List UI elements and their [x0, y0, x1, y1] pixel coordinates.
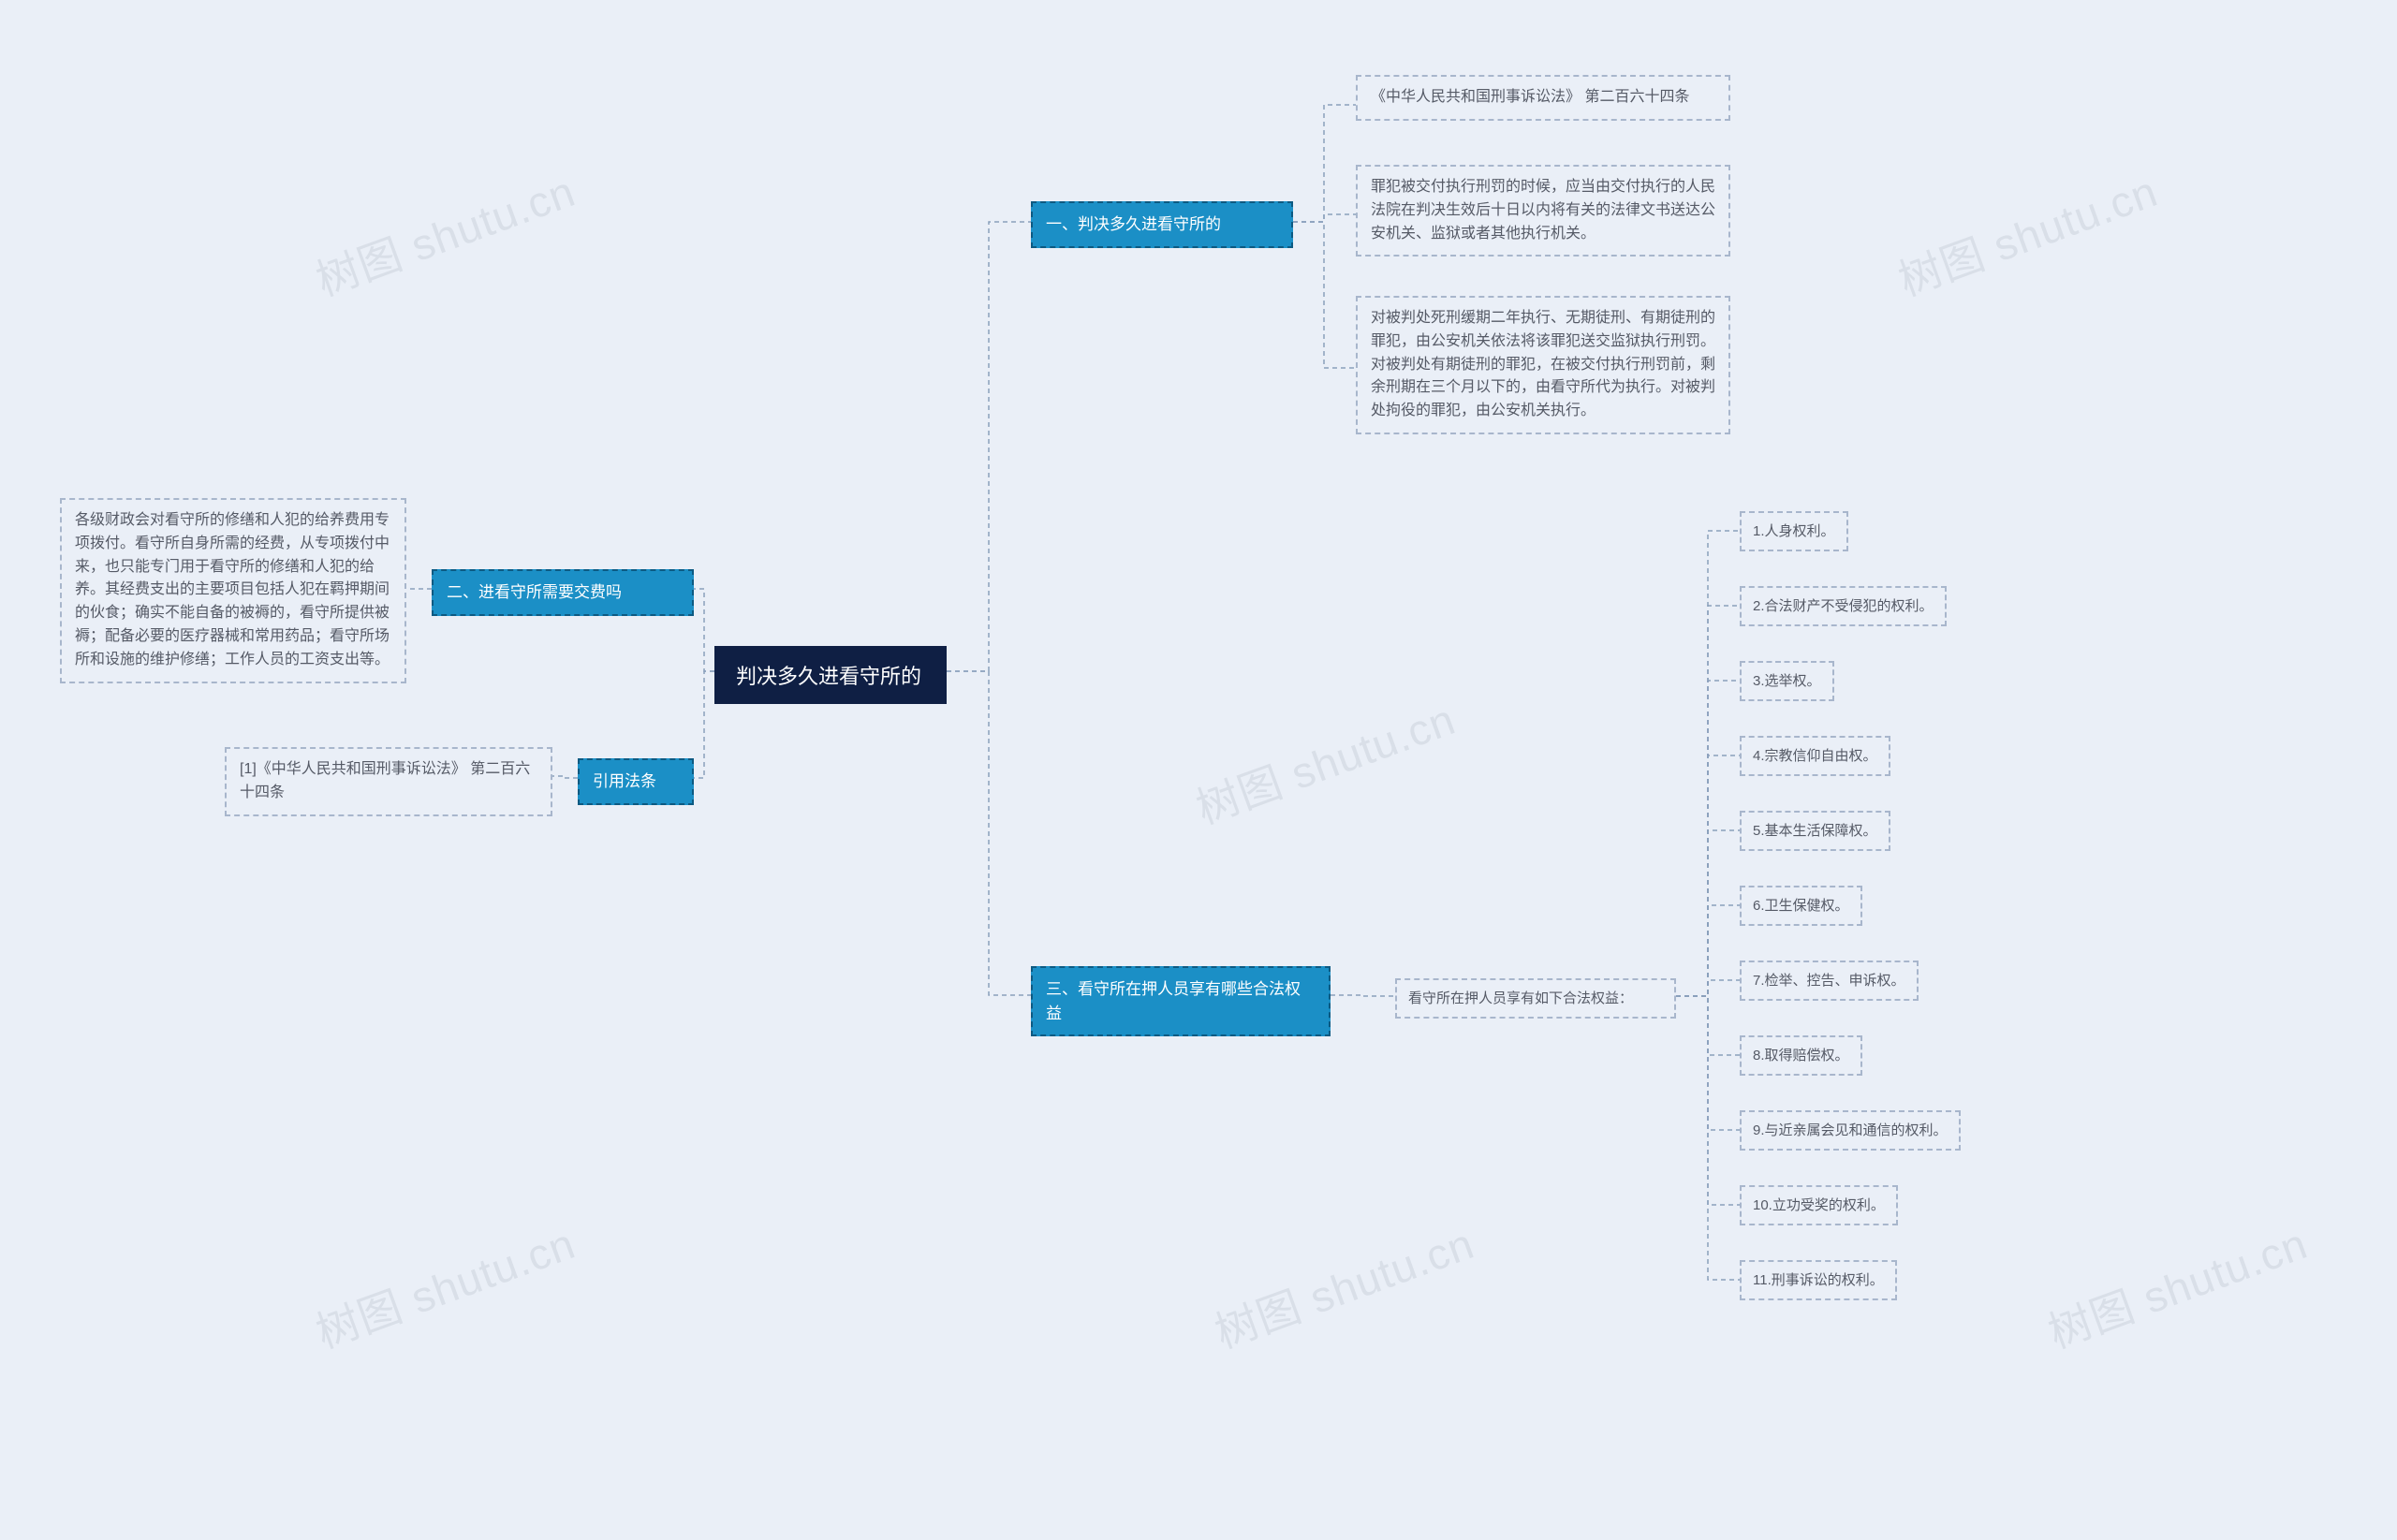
watermark: 树图 shutu.cn [1186, 685, 1463, 836]
branch-law[interactable]: 引用法条 [578, 758, 694, 805]
watermark: 树图 shutu.cn [1889, 157, 2165, 308]
law-ref-a[interactable]: [1]《中华人民共和国刑事诉讼法》 第二百六十四条 [225, 747, 552, 816]
branch-three[interactable]: 三、看守所在押人员享有哪些合法权益 [1031, 966, 1331, 1036]
section3-item[interactable]: 4.宗教信仰自由权。 [1740, 736, 1890, 776]
section3-item[interactable]: 8.取得赔偿权。 [1740, 1035, 1862, 1076]
section2-item-a[interactable]: 各级财政会对看守所的修缮和人犯的给养费用专项拨付。看守所自身所需的经费，从专项拨… [60, 498, 406, 683]
branch-one[interactable]: 一、判决多久进看守所的 [1031, 201, 1293, 248]
watermark: 树图 shutu.cn [2038, 1210, 2315, 1360]
watermark: 树图 shutu.cn [306, 157, 582, 308]
watermark: 树图 shutu.cn [1205, 1210, 1481, 1360]
section1-item-c[interactable]: 对被判处死刑缓期二年执行、无期徒刑、有期徒刑的罪犯，由公安机关依法将该罪犯送交监… [1356, 296, 1730, 434]
section3-item[interactable]: 11.刑事诉讼的权利。 [1740, 1260, 1897, 1300]
watermark: 树图 shutu.cn [306, 1210, 582, 1360]
branch-two[interactable]: 二、进看守所需要交费吗 [432, 569, 694, 616]
section3-item[interactable]: 7.检举、控告、申诉权。 [1740, 961, 1919, 1001]
section3-item[interactable]: 3.选举权。 [1740, 661, 1834, 701]
section3-item[interactable]: 9.与近亲属会见和通信的权利。 [1740, 1110, 1961, 1151]
section3-item[interactable]: 5.基本生活保障权。 [1740, 811, 1890, 851]
section1-item-a[interactable]: 《中华人民共和国刑事诉讼法》 第二百六十四条 [1356, 75, 1730, 121]
section3-item[interactable]: 6.卫生保健权。 [1740, 886, 1862, 926]
mindmap-canvas: 树图 shutu.cn 树图 shutu.cn 树图 shutu.cn 树图 s… [0, 0, 2397, 1540]
section3-intro[interactable]: 看守所在押人员享有如下合法权益： [1395, 978, 1676, 1019]
section3-item[interactable]: 2.合法财产不受侵犯的权利。 [1740, 586, 1947, 626]
section1-item-b[interactable]: 罪犯被交付执行刑罚的时候，应当由交付执行的人民法院在判决生效后十日以内将有关的法… [1356, 165, 1730, 257]
section3-item[interactable]: 10.立功受奖的权利。 [1740, 1185, 1898, 1225]
section3-item[interactable]: 1.人身权利。 [1740, 511, 1848, 551]
root-node[interactable]: 判决多久进看守所的 [714, 646, 947, 704]
